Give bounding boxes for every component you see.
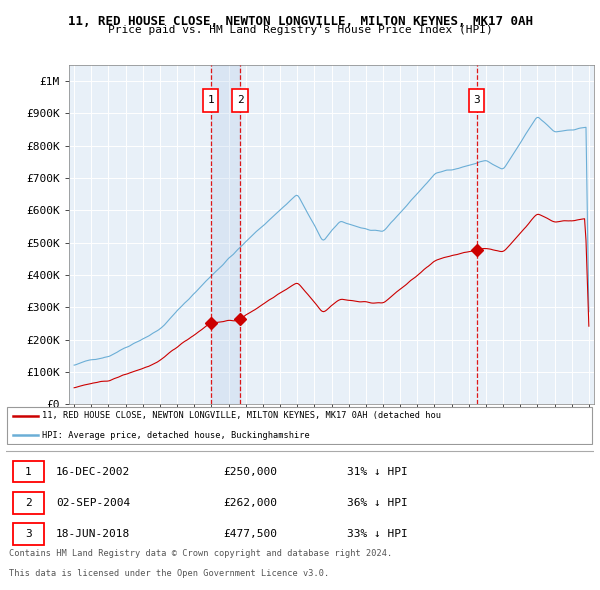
Text: Contains HM Land Registry data © Crown copyright and database right 2024.: Contains HM Land Registry data © Crown c… [9, 549, 392, 558]
Text: 2: 2 [236, 96, 244, 106]
Text: Price paid vs. HM Land Registry's House Price Index (HPI): Price paid vs. HM Land Registry's House … [107, 25, 493, 35]
FancyBboxPatch shape [13, 461, 44, 483]
Text: This data is licensed under the Open Government Licence v3.0.: This data is licensed under the Open Gov… [9, 569, 329, 578]
Text: 18-JUN-2018: 18-JUN-2018 [56, 529, 130, 539]
Text: £262,000: £262,000 [224, 498, 278, 508]
Text: 11, RED HOUSE CLOSE, NEWTON LONGVILLE, MILTON KEYNES, MK17 0AH: 11, RED HOUSE CLOSE, NEWTON LONGVILLE, M… [67, 15, 533, 28]
Text: 1: 1 [208, 96, 214, 106]
FancyBboxPatch shape [469, 89, 484, 112]
Text: 36% ↓ HPI: 36% ↓ HPI [347, 498, 408, 508]
Bar [211, 65, 240, 404]
FancyBboxPatch shape [7, 407, 592, 444]
Text: HPI: Average price, detached house, Buckinghamshire: HPI: Average price, detached house, Buck… [43, 431, 310, 440]
Text: £477,500: £477,500 [224, 529, 278, 539]
FancyBboxPatch shape [232, 89, 248, 112]
Text: 33% ↓ HPI: 33% ↓ HPI [347, 529, 408, 539]
Text: 16-DEC-2002: 16-DEC-2002 [56, 467, 130, 477]
FancyBboxPatch shape [13, 523, 44, 545]
Text: 3: 3 [25, 529, 32, 539]
Text: 1: 1 [25, 467, 32, 477]
Text: £250,000: £250,000 [224, 467, 278, 477]
FancyBboxPatch shape [203, 89, 218, 112]
Text: 2: 2 [25, 498, 32, 508]
Text: 31% ↓ HPI: 31% ↓ HPI [347, 467, 408, 477]
Text: 11, RED HOUSE CLOSE, NEWTON LONGVILLE, MILTON KEYNES, MK17 0AH (detached hou: 11, RED HOUSE CLOSE, NEWTON LONGVILLE, M… [43, 411, 442, 420]
Text: 3: 3 [473, 96, 480, 106]
FancyBboxPatch shape [13, 492, 44, 514]
Text: 02-SEP-2004: 02-SEP-2004 [56, 498, 130, 508]
